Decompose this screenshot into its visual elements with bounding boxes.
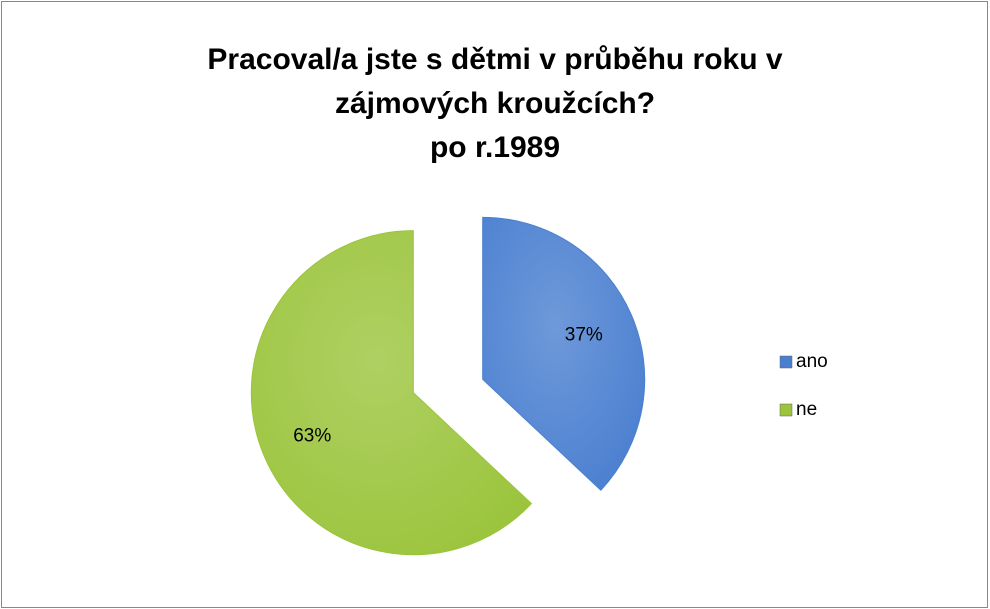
chart-subtitle: po r.1989 [429,131,561,164]
pie-slice [482,216,646,491]
legend-swatch [779,403,793,417]
data-label: 63% [293,425,331,446]
data-label: 37% [565,325,603,346]
legend-label: ano [796,351,828,372]
pie-slice [250,230,533,556]
legend-label: ne [796,399,817,420]
chart-title: Pracoval/a jste s dětmi v průběhu roku v… [207,43,783,120]
legend-swatch [779,355,793,369]
title-block: Pracoval/a jste s dětmi v průběhu roku v… [150,38,840,170]
